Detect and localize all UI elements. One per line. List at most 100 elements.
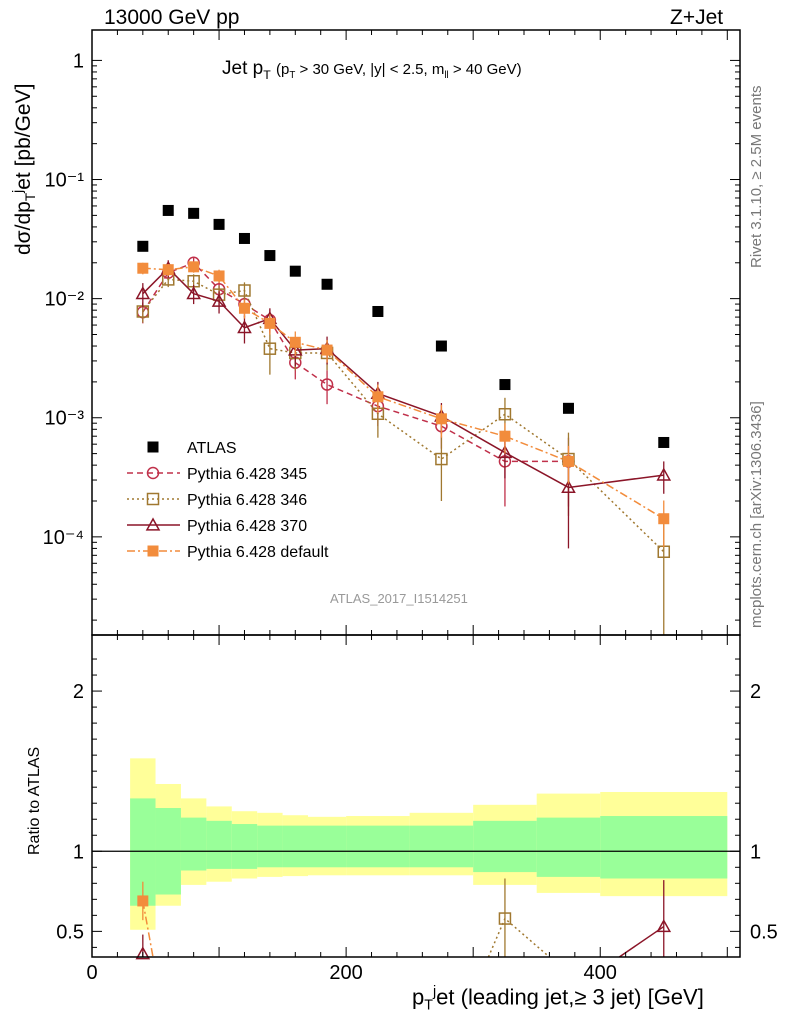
- series-4: [137, 261, 670, 548]
- ratio-point: [137, 895, 149, 907]
- series-line: [142, 261, 569, 463]
- ratio-y-tick-label: 2: [73, 681, 84, 703]
- ylabel-rest: et [pb/GeV]: [12, 83, 35, 190]
- data-point: [238, 284, 251, 297]
- data-point: [372, 305, 384, 317]
- x-axis-label: pTjet (leading jet,≥ 3 jet) [GeV]: [412, 984, 704, 1014]
- data-point: [435, 413, 447, 425]
- legend: ATLAS Pythia 6.428 345 Pythia 6.428 346 Pyt…: [127, 440, 329, 561]
- y-axis-label: dσ/dpTjet [pb/GeV]: [10, 84, 38, 255]
- green-band: [346, 825, 410, 868]
- data-point: [135, 286, 151, 300]
- ylabel-sub: T: [23, 192, 39, 202]
- x-tick-label: 200: [329, 962, 362, 984]
- ratio-y-tick-label-right: 1: [750, 841, 761, 863]
- process-type-label: Z+Jet: [670, 6, 724, 29]
- data-point: [264, 317, 276, 329]
- data-point: [263, 342, 277, 355]
- data-point: [137, 240, 149, 252]
- process-energy-label: 13000 GeV pp: [104, 6, 240, 29]
- legend-entry: Pythia 6.428 345: [127, 466, 307, 483]
- green-band: [206, 820, 232, 869]
- green-band: [231, 824, 258, 869]
- legend-entry: Pythia 6.428 346: [127, 492, 307, 509]
- title-ll: ll: [444, 70, 449, 81]
- legend-label: Pythia 6.428 346: [187, 492, 307, 509]
- title-cuts-rest: > 30 GeV, |y| < 2.5, m: [295, 61, 445, 78]
- data-point: [213, 270, 225, 282]
- data-point: [188, 261, 200, 273]
- green-band: [282, 825, 308, 868]
- ratio-panel: 0 200 400 0.5 0.5 1 1 2 2: [56, 634, 778, 984]
- ratio-line: [142, 900, 154, 958]
- legend-entry: ATLAS: [147, 440, 237, 457]
- legend-entry: Pythia 6.428 default: [127, 544, 329, 561]
- main-y-tick-label: 10⁻⁴: [43, 527, 84, 549]
- data-point: [321, 344, 333, 356]
- title-cuts: (pT > 30 GeV, |y| < 2.5, mll > 40 GeV): [276, 61, 522, 81]
- ratio-point: [135, 946, 151, 960]
- green-band: [600, 816, 728, 879]
- legend-marker: [145, 517, 161, 531]
- main-y-tick-label: 1: [73, 50, 84, 72]
- ratio-y-tick-label: 1: [73, 841, 84, 863]
- data-point: [237, 320, 252, 334]
- xlabel-sup: j: [432, 984, 437, 1000]
- ratio-series-3: [487, 878, 550, 958]
- data-point: [188, 207, 200, 219]
- data-point: [658, 513, 670, 525]
- data-point: [497, 444, 513, 459]
- ratio-y-tick-label: 0.5: [56, 921, 84, 943]
- mcplots-source-label: mcplots.cern.ch [arXiv:1306.3436]: [748, 401, 765, 628]
- green-band: [257, 825, 283, 868]
- main-panel: 1 10⁻¹ 10⁻² 10⁻³ 10⁻⁴: [43, 29, 741, 636]
- xlabel-main: p: [412, 984, 425, 1010]
- data-point: [186, 286, 201, 300]
- title-main: Jet p: [222, 58, 264, 79]
- data-point: [289, 265, 301, 277]
- plot-title: Jet p T (pT > 30 GeV, |y| < 2.5, mll > 40…: [222, 58, 522, 82]
- ratio-frame: [91, 634, 741, 958]
- green-band: [473, 820, 537, 873]
- data-point: [264, 250, 276, 262]
- data-point: [656, 467, 672, 481]
- data-point: [211, 293, 227, 307]
- data-point: [320, 378, 334, 391]
- data-point: [213, 218, 225, 230]
- x-tick-label: 0: [86, 962, 97, 984]
- legend-label: Pythia 6.428 345: [187, 466, 307, 483]
- data-point: [137, 262, 149, 274]
- data-point: [289, 336, 301, 348]
- data-point: [372, 391, 384, 403]
- data-point: [162, 204, 174, 216]
- series-line: [142, 278, 665, 553]
- data-point: [499, 379, 511, 391]
- legend-label: Pythia 6.428 default: [187, 544, 329, 561]
- ratio-y-tick-label-right: 2: [750, 681, 761, 703]
- legend-label: ATLAS: [187, 440, 237, 457]
- data-point: [238, 302, 250, 314]
- title-cuts-sub: T: [289, 70, 296, 81]
- data-point: [561, 479, 576, 494]
- legend-marker: [147, 441, 159, 453]
- legend-entry: Pythia 6.428 370: [127, 517, 307, 535]
- ratio-series-0: [137, 881, 154, 958]
- xlabel-sub: T: [424, 997, 433, 1014]
- legend-marker: [146, 466, 160, 480]
- ratio-point: [498, 912, 512, 925]
- xlabel-rest: et (leading jet,≥ 3 jet) [GeV]: [436, 984, 704, 1010]
- analysis-watermark: ATLAS_2017_I1514251: [330, 591, 468, 606]
- data-point: [658, 436, 670, 448]
- data-point: [321, 278, 333, 290]
- data-point: [562, 455, 574, 467]
- data-point: [499, 430, 511, 442]
- legend-marker: [146, 492, 160, 506]
- ratio-series-2: [618, 880, 672, 958]
- title-cuts-open: (p: [276, 61, 290, 78]
- title-end: > 40 GeV): [448, 61, 522, 78]
- ratio-line: [487, 917, 550, 958]
- green-band: [536, 817, 601, 877]
- data-point: [238, 232, 250, 244]
- ratio-point: [656, 918, 672, 933]
